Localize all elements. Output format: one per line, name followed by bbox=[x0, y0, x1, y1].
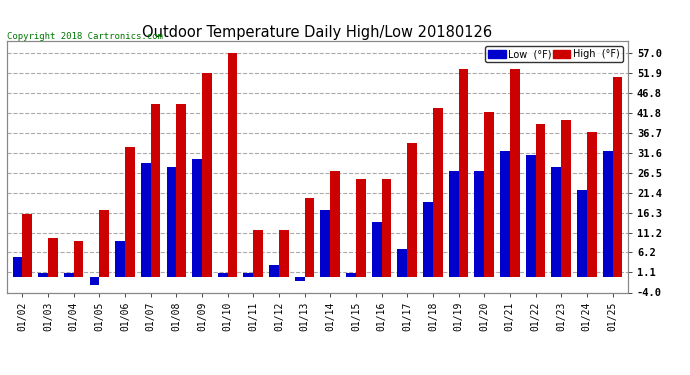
Bar bbox=[356, 178, 366, 277]
Bar bbox=[269, 265, 279, 277]
Bar bbox=[38, 273, 48, 277]
Bar bbox=[382, 178, 391, 277]
Bar bbox=[423, 202, 433, 277]
Bar bbox=[433, 108, 442, 277]
Bar bbox=[202, 73, 212, 277]
Bar bbox=[218, 273, 228, 277]
Bar bbox=[115, 242, 125, 277]
Bar bbox=[193, 159, 202, 277]
Bar bbox=[90, 277, 99, 285]
Bar bbox=[448, 171, 459, 277]
Bar bbox=[459, 69, 469, 277]
Bar bbox=[150, 104, 160, 277]
Legend: Low  (°F), High  (°F): Low (°F), High (°F) bbox=[485, 46, 623, 62]
Bar bbox=[244, 273, 253, 277]
Bar bbox=[475, 171, 484, 277]
Bar bbox=[12, 257, 22, 277]
Bar bbox=[99, 210, 109, 277]
Bar bbox=[279, 230, 288, 277]
Bar bbox=[22, 214, 32, 277]
Bar bbox=[228, 53, 237, 277]
Bar bbox=[407, 143, 417, 277]
Bar bbox=[397, 249, 407, 277]
Bar bbox=[64, 273, 74, 277]
Bar bbox=[561, 120, 571, 277]
Bar bbox=[295, 277, 304, 281]
Bar bbox=[346, 273, 356, 277]
Bar bbox=[304, 198, 315, 277]
Bar bbox=[166, 167, 176, 277]
Bar bbox=[484, 112, 494, 277]
Bar bbox=[74, 242, 83, 277]
Bar bbox=[500, 151, 510, 277]
Bar bbox=[526, 155, 535, 277]
Title: Outdoor Temperature Daily High/Low 20180126: Outdoor Temperature Daily High/Low 20180… bbox=[142, 25, 493, 40]
Bar bbox=[372, 222, 382, 277]
Bar bbox=[586, 132, 597, 277]
Bar bbox=[331, 171, 340, 277]
Bar bbox=[176, 104, 186, 277]
Bar bbox=[510, 69, 520, 277]
Bar bbox=[577, 190, 586, 277]
Bar bbox=[253, 230, 263, 277]
Bar bbox=[48, 237, 58, 277]
Bar bbox=[125, 147, 135, 277]
Bar bbox=[535, 124, 545, 277]
Bar bbox=[603, 151, 613, 277]
Bar bbox=[551, 167, 561, 277]
Bar bbox=[141, 163, 150, 277]
Bar bbox=[320, 210, 331, 277]
Bar bbox=[613, 76, 622, 277]
Text: Copyright 2018 Cartronics.com: Copyright 2018 Cartronics.com bbox=[7, 32, 163, 41]
